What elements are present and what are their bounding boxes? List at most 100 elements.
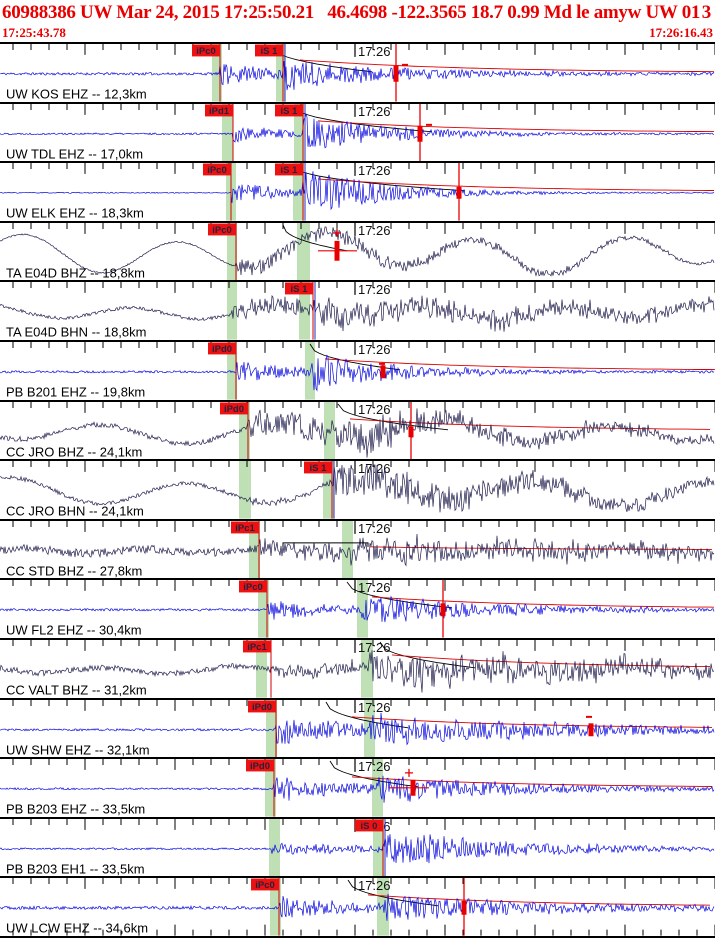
minute-mark: 17:26 bbox=[354, 580, 391, 595]
pick-window-band bbox=[299, 282, 310, 340]
p-pick-flag[interactable]: iPc0 bbox=[203, 163, 231, 176]
minute-mark: 17:26 bbox=[354, 44, 391, 59]
trace-panel[interactable]: 17:26 iPc1 CC VALT BHZ -- 31,2km bbox=[0, 637, 715, 698]
p-pick-flag[interactable]: iPc1 bbox=[231, 521, 259, 534]
seismogram-trace[interactable]: 17:26 iS 1 CC JRO BHN -- 24,1km bbox=[0, 461, 715, 519]
station-label: UW TDL EHZ -- 17,0km bbox=[6, 146, 143, 161]
station-label: CC JRO BHZ -- 24,1km bbox=[6, 444, 142, 459]
amplitude-cross[interactable] bbox=[405, 769, 413, 777]
pick-window-band bbox=[265, 759, 276, 817]
amplitude-marker[interactable] bbox=[408, 425, 414, 437]
s-pick-flag[interactable]: iS 1 bbox=[255, 44, 283, 57]
waveform bbox=[0, 60, 715, 91]
trace-panel[interactable]: 17:26 iPc0 iS 1 UW ELK EHZ -- 18,3km bbox=[0, 161, 715, 221]
seismogram-trace[interactable]: 17:26 iPd1 iS 1 UW TDL EHZ -- 17,0km bbox=[0, 103, 715, 162]
waveform bbox=[0, 712, 715, 746]
seismogram-trace[interactable]: 17:26 iPc0 UW LCW EHZ -- 34,6km bbox=[0, 878, 715, 936]
seismogram-trace[interactable]: 17:26 iPc0 iS 1 UW KOS EHZ -- 12,3km bbox=[0, 44, 715, 102]
s-pick-flag[interactable]: iS 1 bbox=[275, 104, 303, 117]
coda-decay-envelope bbox=[391, 654, 710, 667]
amplitude-tick[interactable] bbox=[426, 123, 432, 126]
s-pick-flag[interactable]: iS 0 bbox=[355, 819, 383, 832]
seismogram-trace[interactable]: 17:26 iPd0 PB B203 EHZ -- 33,5km bbox=[0, 759, 715, 817]
seismogram-trace[interactable]: 17:26 iS 1 TA E04D BHN -- 18,8km bbox=[0, 282, 715, 340]
amplitude-marker[interactable] bbox=[410, 779, 416, 796]
amplitude-marker[interactable] bbox=[380, 365, 386, 379]
p-pick-flag[interactable]: iPd0 bbox=[208, 342, 236, 355]
p-pick-flag[interactable]: iPd1 bbox=[205, 104, 233, 117]
coda-reference-curve bbox=[292, 164, 466, 192]
seismogram-trace[interactable]: 17:26 iPc0 TA E04D BHZ -- 18,8km bbox=[0, 222, 715, 281]
seismogram-trace[interactable]: 17:26 iPc1 CC STD BHZ -- 27,8km bbox=[0, 520, 715, 579]
trace-panel[interactable]: 17:26 iPd1 iS 1 UW TDL EHZ -- 17,0km bbox=[0, 101, 715, 162]
amplitude-marker[interactable] bbox=[588, 722, 594, 736]
p-pick-flag[interactable]: iPc0 bbox=[208, 223, 236, 236]
amplitude-marker[interactable] bbox=[417, 125, 423, 142]
pick-flag-label: iPc0 bbox=[196, 46, 216, 57]
seismogram-trace[interactable]: 17:26 iPc0 iS 1 UW ELK EHZ -- 18,3km bbox=[0, 163, 715, 221]
amplitude-marker[interactable] bbox=[440, 603, 446, 617]
minute-mark: 17:26 bbox=[354, 401, 391, 416]
pick-window-band bbox=[239, 401, 250, 460]
p-pick-flag[interactable]: iPd0 bbox=[246, 759, 274, 772]
pick-flag-label: iPd0 bbox=[224, 404, 244, 415]
pick-flag-label: iPc0 bbox=[207, 165, 227, 176]
pick-flag-label: iS 1 bbox=[261, 46, 278, 57]
seismogram-trace[interactable]: 17:26 iPc0 UW FL2 EHZ -- 30,4km bbox=[0, 580, 715, 638]
trace-panel[interactable]: 17:26 iPc1 CC STD BHZ -- 27,8km bbox=[0, 518, 715, 579]
pick-window-band bbox=[239, 461, 251, 519]
trace-panel[interactable]: 17:26 iPd0 CC JRO BHZ -- 24,1km bbox=[0, 399, 715, 460]
p-pick-flag[interactable]: iPd0 bbox=[248, 700, 276, 712]
trace-panel[interactable]: 17:26 iPc0 TA E04D BHZ -- 18,8km bbox=[0, 220, 715, 281]
seismogram-trace[interactable]: 17:26 iPd0 CC JRO BHZ -- 24,1km bbox=[0, 401, 715, 460]
trace-panel[interactable]: 17:26 iS 1 CC JRO BHN -- 24,1km bbox=[0, 459, 715, 519]
waveform bbox=[0, 463, 715, 513]
pick-window-band bbox=[323, 461, 334, 519]
trace-panel[interactable]: 17:26 iPc0 UW FL2 EHZ -- 30,4km bbox=[0, 578, 715, 638]
s-pick-flag[interactable]: iS 1 bbox=[275, 163, 303, 176]
p-pick-flag[interactable]: iPd0 bbox=[220, 402, 248, 414]
s-pick-flag[interactable]: iS 1 bbox=[304, 461, 332, 474]
p-pick-flag[interactable]: iPc0 bbox=[251, 878, 279, 891]
coda-decay-envelope bbox=[324, 358, 715, 371]
trace-panel[interactable]: 17:26 iPc0 UW LCW EHZ -- 34,6km bbox=[0, 876, 715, 936]
seismogram-trace[interactable]: 17:26 iPd0 PB B201 EHZ -- 19,8km bbox=[0, 341, 715, 400]
window-end-time: 17:26:16.43 bbox=[649, 25, 713, 40]
minute-time-label: 17:26 bbox=[358, 640, 391, 655]
waveform bbox=[0, 407, 715, 458]
minute-mark: 17:26 bbox=[354, 341, 391, 357]
s-pick-flag[interactable]: iS 1 bbox=[285, 282, 313, 295]
time-ticks bbox=[12, 222, 715, 234]
waveform bbox=[0, 894, 715, 922]
minute-time-label: 17:26 bbox=[358, 580, 391, 595]
p-pick-flag[interactable]: iPc0 bbox=[239, 580, 267, 593]
amplitude-marker[interactable] bbox=[461, 901, 467, 916]
amplitude-tick[interactable] bbox=[402, 63, 408, 66]
pick-flag-label: iPc0 bbox=[255, 880, 275, 891]
amplitude-marker[interactable] bbox=[393, 65, 399, 82]
coda-decay-envelope bbox=[299, 59, 715, 73]
minute-time-label: 17:26 bbox=[358, 461, 391, 476]
trace-panel[interactable]: 17:26 iPd0 PB B203 EHZ -- 33,5km bbox=[0, 757, 715, 817]
amplitude-tick[interactable] bbox=[379, 362, 385, 365]
trace-panel[interactable]: 17:26 iPc0 iS 1 UW KOS EHZ -- 12,3km bbox=[0, 42, 715, 102]
amplitude-cross[interactable] bbox=[333, 228, 341, 237]
header: 60988386 UW Mar 24, 2015 17:25:50.21 46.… bbox=[0, 0, 715, 42]
pick-window-band bbox=[297, 222, 310, 281]
p-pick-flag[interactable]: iPc1 bbox=[243, 640, 271, 653]
trace-panel[interactable]: 17:26 iS 1 TA E04D BHN -- 18,8km bbox=[0, 280, 715, 340]
seismogram-trace[interactable]: 17:26 iPd0 UW SHW EHZ -- 32,1km bbox=[0, 699, 715, 758]
station-label: PB B201 EHZ -- 19,8km bbox=[6, 385, 145, 400]
trace-panel[interactable]: 17:26 iPd0 PB B201 EHZ -- 19,8km bbox=[0, 339, 715, 400]
station-label: CC STD BHZ -- 27,8km bbox=[6, 563, 142, 578]
coda-window-bracket[interactable] bbox=[282, 542, 369, 547]
amplitude-marker[interactable] bbox=[334, 240, 340, 261]
p-pick-flag[interactable]: iPc0 bbox=[192, 44, 220, 57]
trace-panel[interactable]: 17:26 iPd0 UW SHW EHZ -- 32,1km bbox=[0, 697, 715, 758]
seismogram-trace[interactable]: 17:26 iPc1 CC VALT BHZ -- 31,2km bbox=[0, 639, 715, 698]
amplitude-marker[interactable] bbox=[456, 187, 462, 199]
time-ticks bbox=[12, 520, 715, 532]
amplitude-tick[interactable] bbox=[586, 715, 592, 718]
